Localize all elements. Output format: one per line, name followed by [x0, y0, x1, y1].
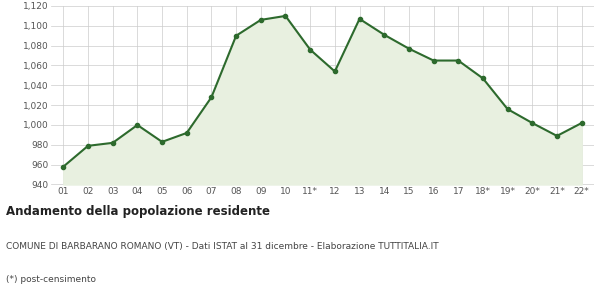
Text: (*) post-censimento: (*) post-censimento	[6, 274, 96, 284]
Text: Andamento della popolazione residente: Andamento della popolazione residente	[6, 206, 270, 218]
Text: COMUNE DI BARBARANO ROMANO (VT) - Dati ISTAT al 31 dicembre - Elaborazione TUTTI: COMUNE DI BARBARANO ROMANO (VT) - Dati I…	[6, 242, 439, 250]
